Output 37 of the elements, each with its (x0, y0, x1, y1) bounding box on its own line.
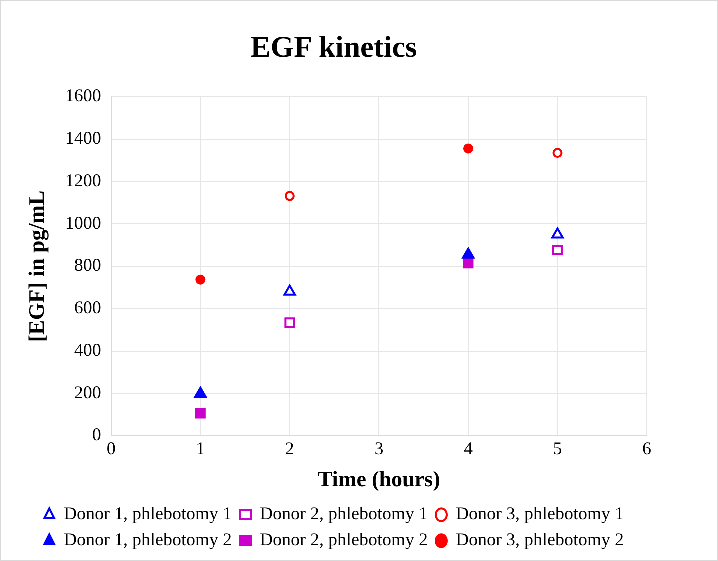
x-tick-label: 0 (106, 438, 116, 459)
legend-label: Donor 2, phlebotomy 2 (260, 530, 428, 550)
y-tick-label: 1200 (65, 170, 102, 190)
point (284, 318, 296, 328)
point (463, 258, 474, 269)
y-tick-label: 1600 (65, 86, 102, 106)
y-tick-label: 1400 (65, 128, 102, 148)
x-tick-label: 6 (642, 438, 652, 459)
point (463, 144, 474, 154)
point (552, 244, 563, 256)
point (194, 387, 207, 398)
y-tick-label: 0 (92, 424, 102, 445)
y-tick-label: 600 (74, 298, 102, 318)
point (284, 284, 296, 296)
y-axis-title: [EGF] in pg/mL (24, 190, 49, 342)
point (552, 148, 563, 158)
y-tick-label: 200 (74, 382, 102, 402)
point (196, 274, 206, 285)
x-axis-title: Time (hours) (318, 466, 440, 492)
x-tick-label: 2 (285, 438, 294, 459)
point (284, 191, 295, 202)
point (462, 248, 475, 259)
legend-label: Donor 1, phlebotomy 2 (64, 530, 232, 550)
legend-label: Donor 1, phlebotomy 1 (64, 504, 232, 524)
point (552, 228, 564, 239)
legend-label: Donor 3, phlebotomy 1 (456, 504, 624, 524)
legend-label: Donor 2, phlebotomy 1 (260, 504, 428, 524)
y-tick-label: 400 (74, 340, 102, 360)
x-tick-label: 1 (196, 438, 206, 459)
point (195, 408, 206, 419)
chart-title: EGF kinetics (250, 30, 418, 64)
x-tick-label: 5 (553, 438, 562, 459)
legend-label: Donor 3, phlebotomy 2 (456, 530, 624, 550)
y-tick-label: 1000 (65, 212, 102, 233)
x-tick-label: 3 (374, 438, 384, 459)
x-tick-label: 4 (464, 438, 473, 459)
y-tick-label: 800 (74, 255, 102, 276)
